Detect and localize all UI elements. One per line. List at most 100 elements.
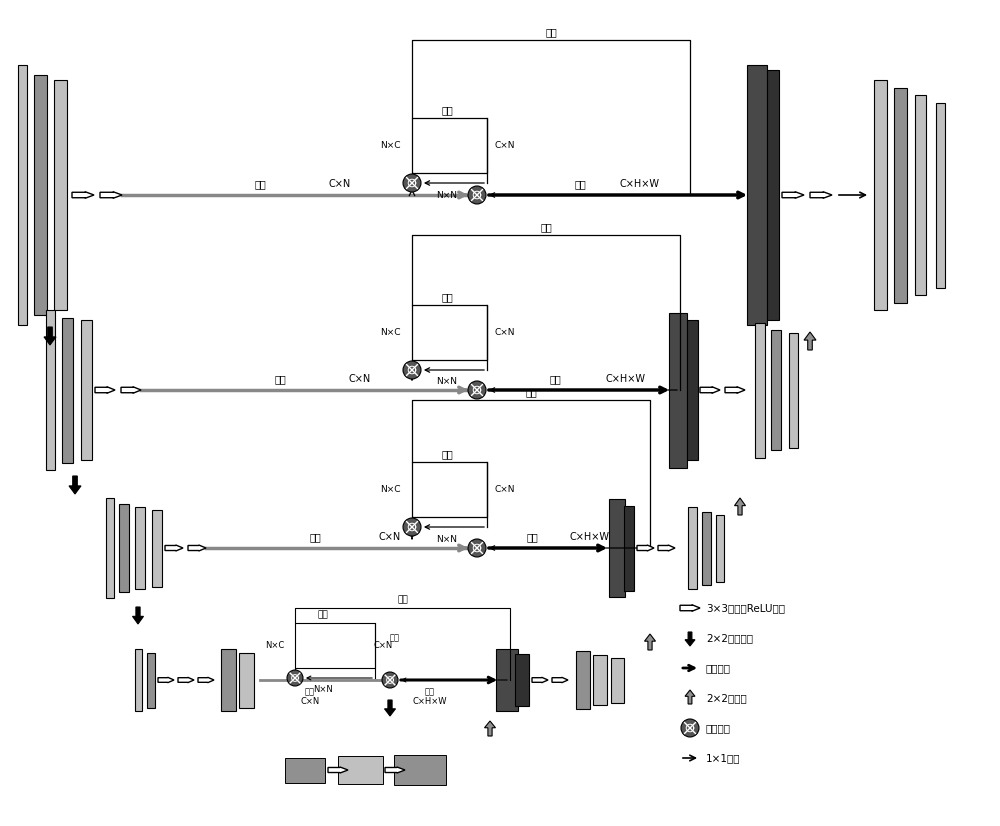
Bar	[152, 510, 162, 586]
Polygon shape	[804, 332, 816, 350]
Text: 2×2最大池化: 2×2最大池化	[706, 633, 753, 643]
Circle shape	[468, 186, 486, 204]
Text: 升维: 升维	[574, 179, 586, 189]
Text: N×C: N×C	[265, 641, 285, 650]
Bar	[593, 655, 607, 705]
Text: 降维: 降维	[397, 596, 408, 605]
Bar	[220, 649, 236, 711]
Polygon shape	[644, 634, 656, 650]
Polygon shape	[484, 721, 496, 736]
Polygon shape	[178, 677, 194, 683]
Polygon shape	[165, 545, 183, 551]
Polygon shape	[810, 192, 832, 198]
Text: C×N: C×N	[495, 328, 515, 337]
Text: 降维: 降维	[309, 532, 321, 542]
Bar	[688, 507, 696, 589]
Polygon shape	[158, 677, 174, 683]
Polygon shape	[637, 545, 654, 551]
Bar	[747, 65, 767, 325]
Bar	[34, 75, 46, 315]
Polygon shape	[121, 387, 141, 393]
Text: C×N: C×N	[373, 641, 393, 650]
Bar	[914, 95, 926, 295]
Polygon shape	[95, 387, 115, 393]
Bar	[936, 102, 944, 287]
Polygon shape	[685, 632, 695, 646]
Bar	[755, 322, 765, 458]
Bar	[702, 511, 710, 585]
Text: C×H×W: C×H×W	[620, 179, 660, 189]
Text: C×H×W: C×H×W	[570, 532, 610, 542]
Text: N×C: N×C	[380, 328, 400, 337]
Text: C×N: C×N	[300, 697, 320, 706]
Bar	[239, 653, 254, 708]
Bar	[496, 649, 518, 711]
Text: 降维: 降维	[525, 387, 537, 397]
Bar	[412, 462, 487, 517]
Text: 1×1卷积: 1×1卷积	[706, 753, 740, 763]
Circle shape	[287, 670, 303, 686]
Polygon shape	[384, 700, 396, 716]
Polygon shape	[782, 192, 804, 198]
Bar	[610, 657, 624, 702]
Bar	[716, 515, 724, 582]
Polygon shape	[188, 545, 206, 551]
Text: N×C: N×C	[380, 485, 400, 494]
Text: C×N: C×N	[495, 141, 515, 150]
Polygon shape	[328, 767, 348, 773]
Bar	[624, 506, 634, 591]
Text: 降维: 降维	[390, 633, 400, 642]
Text: 2×2反卷积: 2×2反卷积	[706, 693, 747, 703]
Text: C×N: C×N	[329, 179, 351, 189]
Polygon shape	[44, 327, 56, 345]
Text: 降维: 降维	[274, 374, 286, 384]
Polygon shape	[385, 767, 405, 773]
Text: 转置: 转置	[441, 292, 453, 302]
Circle shape	[403, 518, 421, 536]
Polygon shape	[198, 677, 214, 683]
Polygon shape	[725, 387, 745, 393]
Circle shape	[382, 672, 398, 688]
Text: N×N: N×N	[436, 534, 458, 544]
Text: 降维: 降维	[305, 687, 315, 696]
Circle shape	[403, 174, 421, 192]
Bar	[338, 756, 382, 784]
Bar	[609, 499, 625, 597]
Bar	[576, 651, 590, 709]
Bar	[669, 312, 687, 468]
Text: C×N: C×N	[349, 374, 371, 384]
Bar	[515, 654, 529, 706]
Text: 转置: 转置	[318, 610, 328, 620]
Bar	[285, 757, 325, 782]
Polygon shape	[658, 545, 675, 551]
Bar	[46, 310, 54, 470]
Bar	[134, 649, 142, 711]
Bar	[147, 653, 155, 708]
Bar	[771, 330, 781, 450]
Bar	[62, 317, 72, 463]
Text: C×H×W: C×H×W	[605, 374, 645, 384]
Bar	[874, 80, 887, 310]
Polygon shape	[532, 677, 548, 683]
Text: 升维: 升维	[425, 687, 435, 696]
Bar	[135, 507, 145, 589]
Bar	[18, 65, 26, 325]
Bar	[119, 504, 129, 592]
Text: C×H×W: C×H×W	[413, 697, 447, 706]
Text: 降维: 降维	[545, 27, 557, 37]
Text: 升维: 升维	[526, 532, 538, 542]
Bar	[54, 80, 66, 310]
Polygon shape	[734, 498, 746, 515]
Polygon shape	[72, 192, 94, 198]
Polygon shape	[685, 690, 695, 704]
Text: 3×3卷积，ReLU激活: 3×3卷积，ReLU激活	[706, 603, 785, 613]
Polygon shape	[100, 192, 122, 198]
Text: 转置: 转置	[441, 105, 453, 115]
Text: 跳跃连接: 跳跃连接	[706, 663, 731, 673]
Text: C×N: C×N	[379, 532, 401, 542]
Circle shape	[468, 381, 486, 399]
Bar	[412, 118, 487, 173]
Polygon shape	[680, 605, 700, 611]
Polygon shape	[132, 607, 144, 624]
Bar	[894, 88, 906, 302]
